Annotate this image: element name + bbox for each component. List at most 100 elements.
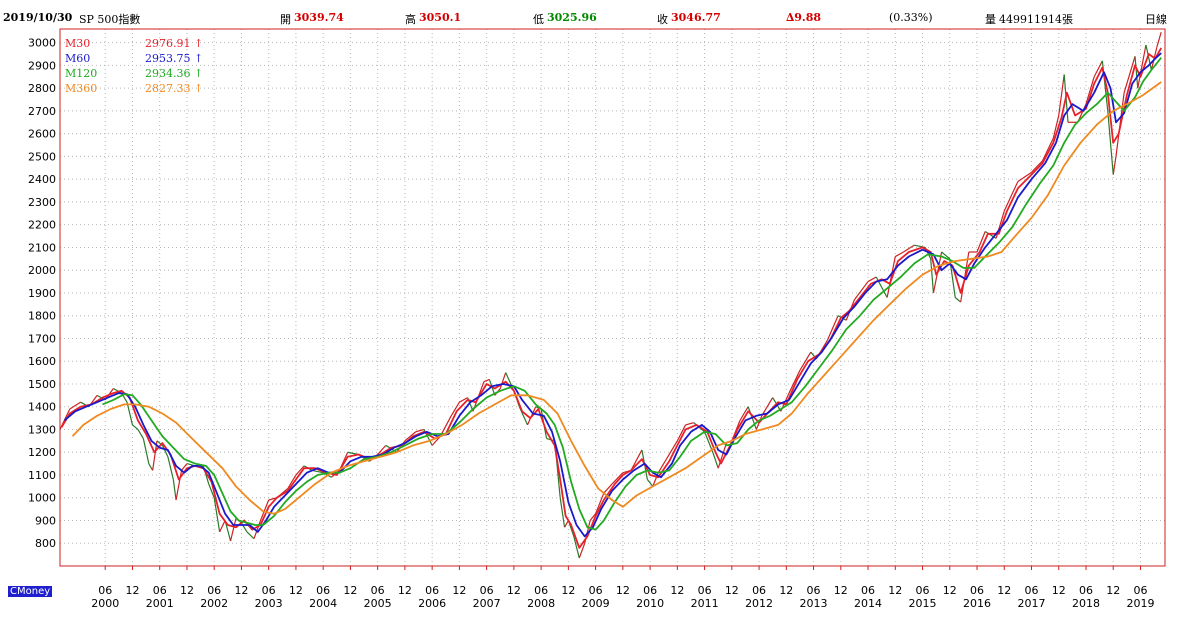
- price-segment: [886, 256, 896, 298]
- y-tick-label: 2000: [28, 264, 56, 277]
- legend-value-m120: 2934.36: [145, 67, 191, 80]
- x-tick-year: 2012: [745, 597, 773, 610]
- price-segment: [450, 401, 460, 417]
- x-tick-month: 12: [670, 584, 684, 597]
- x-tick-month: 12: [834, 584, 848, 597]
- change-value: ∆9.88: [786, 11, 822, 24]
- legend-name-m120: M120: [65, 67, 98, 80]
- price-segment: [505, 372, 515, 392]
- high-value: 3050.1: [419, 11, 462, 24]
- price-segment: [1123, 56, 1136, 93]
- x-tick-month: 06: [425, 584, 439, 597]
- price-segment: [1041, 137, 1054, 162]
- price-segment: [499, 372, 507, 389]
- price-segment: [1156, 32, 1162, 48]
- price-segment: [113, 387, 122, 394]
- price-segment: [564, 520, 569, 528]
- price-segment: [229, 518, 237, 542]
- price-segment: [126, 402, 134, 426]
- legend-arrow-m120: ↑: [194, 67, 204, 80]
- price-segment: [1058, 74, 1065, 116]
- x-tick-year: 2001: [146, 597, 174, 610]
- legend-arrow-m60: ↑: [194, 52, 204, 65]
- price-segment: [181, 463, 188, 471]
- x-tick-year: 2005: [364, 597, 392, 610]
- price-segment: [646, 479, 654, 487]
- plot-frame: [59, 28, 1166, 567]
- price-segment: [1017, 171, 1032, 182]
- y-tick-label: 2800: [28, 82, 56, 95]
- index-name: SP 500指數: [79, 13, 141, 26]
- price-segment: [175, 470, 183, 501]
- legend-name-m360: M360: [65, 82, 98, 95]
- y-tick-label: 1700: [28, 332, 56, 345]
- price-segment: [415, 428, 425, 433]
- x-tick-year: 2006: [418, 597, 446, 610]
- x-tick-month: 12: [343, 584, 357, 597]
- x-tick-year: 2013: [800, 597, 828, 610]
- price-segment: [867, 276, 877, 283]
- x-tick-year: 2018: [1072, 597, 1100, 610]
- x-tick-month: 06: [916, 584, 930, 597]
- price-segment: [1093, 60, 1103, 78]
- price-segment: [377, 445, 387, 455]
- y-tick-label: 1600: [28, 355, 56, 368]
- legend-value-m60: 2953.75: [145, 52, 191, 65]
- price-segment: [603, 483, 613, 494]
- grid-lines: [60, 29, 1165, 566]
- x-tick-year: 2007: [473, 597, 501, 610]
- price-segment: [611, 472, 624, 485]
- series-line-m60: [63, 52, 1162, 538]
- price-segment: [573, 536, 580, 559]
- price-segment: [739, 406, 749, 421]
- y-tick-label: 2100: [28, 241, 56, 254]
- price-segment: [704, 431, 714, 453]
- legend-name-m60: M60: [65, 52, 91, 65]
- quote-header: 2019/10/30 SP 500指數 開 3039.74 高 3050.1 低…: [0, 0, 1190, 26]
- period-label: 日線: [1145, 13, 1167, 26]
- price-segment: [132, 424, 139, 430]
- y-tick-label: 1200: [28, 446, 56, 459]
- price-segment: [148, 463, 154, 471]
- y-tick-label: 1000: [28, 492, 56, 505]
- price-segment: [246, 531, 255, 540]
- x-tick-month: 06: [807, 584, 821, 597]
- price-segment: [404, 431, 417, 442]
- y-tick-label: 2300: [28, 196, 56, 209]
- legend-row-m30: M30 2976.91 ↑: [65, 36, 203, 51]
- x-tick-month: 12: [943, 584, 957, 597]
- y-tick-label: 2200: [28, 219, 56, 232]
- price-segment: [259, 499, 270, 521]
- y-tick-label: 1900: [28, 287, 56, 300]
- x-tick-year: 2014: [854, 597, 882, 610]
- price-segment: [1112, 156, 1117, 175]
- change-percent: (0.33%): [889, 11, 933, 24]
- y-tick-label: 2400: [28, 173, 56, 186]
- y-tick-label: 2700: [28, 105, 56, 118]
- price-segment: [69, 401, 82, 410]
- x-tick-month: 06: [752, 584, 766, 597]
- price-segment: [676, 424, 687, 442]
- y-tick-label: 2900: [28, 59, 56, 72]
- cmoney-watermark: CMoney: [8, 586, 53, 597]
- price-segment: [941, 251, 951, 260]
- price-segment: [142, 438, 150, 464]
- price-segment: [589, 513, 597, 521]
- legend-row-m360: M360 2827.33 ↑: [65, 81, 203, 96]
- x-tick-year: 2000: [91, 597, 119, 610]
- price-segment: [219, 520, 226, 533]
- price-segment: [894, 251, 904, 258]
- price-segment: [853, 281, 869, 301]
- price-segment: [1085, 76, 1095, 105]
- high-label: 高: [405, 13, 416, 26]
- price-segment: [287, 474, 297, 489]
- price-segment: [1145, 44, 1152, 71]
- series-line-m360: [71, 81, 1162, 515]
- close-label: 收: [657, 13, 668, 26]
- price-segment: [439, 415, 452, 437]
- x-tick-month: 06: [970, 584, 984, 597]
- price-segment: [665, 440, 678, 460]
- x-tick-month: 12: [561, 584, 575, 597]
